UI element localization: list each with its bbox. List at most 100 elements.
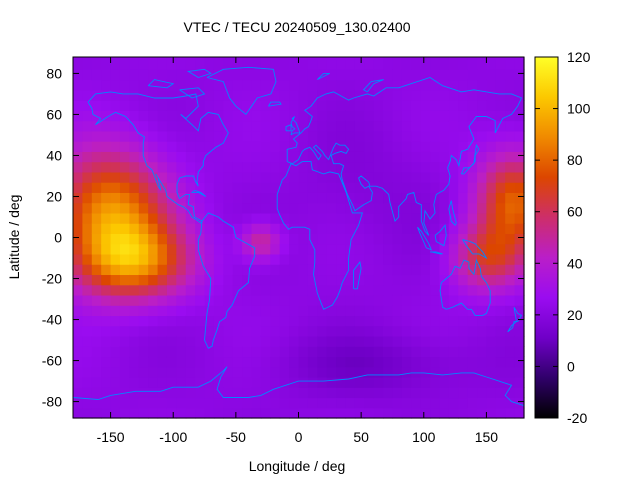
heatmap-cell	[336, 192, 347, 204]
heatmap-cell	[176, 120, 187, 132]
heatmap-cell	[364, 407, 375, 419]
heatmap-cell	[242, 264, 253, 276]
heatmap-cell	[477, 69, 488, 81]
heatmap-cell	[213, 79, 224, 91]
heatmap-cell	[354, 397, 365, 409]
heatmap-cell	[119, 182, 130, 193]
heatmap-cell	[495, 79, 506, 91]
heatmap-cell	[477, 171, 488, 183]
heatmap-cell	[505, 407, 516, 419]
heatmap-cell	[486, 335, 497, 347]
heatmap-cell	[91, 274, 102, 286]
heatmap-cell	[336, 223, 347, 234]
heatmap-cell	[148, 284, 159, 296]
heatmap-cell	[270, 387, 281, 399]
heatmap-cell	[298, 57, 309, 60]
heatmap-cell	[82, 294, 93, 306]
heatmap-cell	[138, 407, 149, 419]
heatmap-cell	[110, 171, 121, 183]
heatmap-cell	[430, 356, 441, 368]
x-axis-label: Longitude / deg	[249, 458, 346, 474]
heatmap-cell	[279, 151, 290, 163]
heatmap-cell	[411, 89, 422, 101]
heatmap-cell	[166, 223, 177, 234]
heatmap-cells	[73, 57, 525, 419]
heatmap-cell	[298, 356, 309, 368]
heatmap-cell	[477, 202, 488, 214]
heatmap-cell	[401, 59, 412, 70]
colorbar-tick-label: 0	[567, 358, 575, 374]
heatmap-cell	[204, 89, 215, 101]
heatmap-cell	[326, 223, 337, 234]
heatmap-cell	[289, 110, 300, 122]
heatmap-cell	[157, 202, 168, 214]
heatmap-cell	[467, 325, 478, 337]
heatmap-cell	[110, 253, 121, 265]
heatmap-cell	[364, 397, 375, 409]
heatmap-cell	[91, 366, 102, 378]
heatmap-cell	[138, 274, 149, 286]
heatmap-cell	[204, 325, 215, 337]
heatmap-cell	[430, 171, 441, 183]
heatmap-cell	[373, 284, 384, 296]
heatmap-cell	[364, 294, 375, 306]
heatmap-cell	[119, 356, 130, 368]
heatmap-cell	[101, 387, 112, 399]
heatmap-cell	[251, 212, 262, 224]
heatmap-cell	[157, 59, 168, 70]
heatmap-cell	[138, 161, 149, 173]
heatmap-cell	[176, 243, 187, 255]
heatmap-cell	[477, 233, 488, 245]
heatmap-cell	[298, 397, 309, 409]
chart-title: VTEC / TECU 20240509_130.02400	[183, 19, 410, 35]
heatmap-cell	[176, 202, 187, 214]
heatmap-cell	[279, 366, 290, 378]
heatmap-cell	[383, 294, 394, 306]
heatmap-cell	[326, 274, 337, 286]
heatmap-cell	[505, 305, 516, 317]
heatmap-cell	[195, 130, 206, 142]
heatmap-cell	[317, 212, 328, 224]
heatmap-cell	[477, 130, 488, 142]
heatmap-cell	[270, 407, 281, 419]
heatmap-cell	[430, 182, 441, 193]
heatmap-cell	[298, 100, 309, 111]
heatmap-cell	[232, 305, 243, 317]
heatmap-cell	[213, 130, 224, 142]
heatmap-cell	[101, 130, 112, 142]
heatmap-cell	[317, 151, 328, 163]
heatmap-cell	[505, 253, 516, 265]
heatmap-cell	[298, 294, 309, 306]
heatmap-cell	[223, 130, 234, 142]
heatmap-cell	[467, 315, 478, 327]
heatmap-cell	[477, 243, 488, 255]
heatmap-cell	[82, 89, 93, 101]
heatmap-cell	[307, 346, 318, 358]
heatmap-cell	[138, 315, 149, 327]
heatmap-cell	[401, 100, 412, 111]
heatmap-cell	[392, 161, 403, 173]
heatmap-cell	[185, 366, 196, 378]
heatmap-cell	[307, 120, 318, 132]
heatmap-cell	[458, 346, 469, 358]
heatmap-cell	[430, 141, 441, 152]
heatmap-cell	[392, 325, 403, 337]
heatmap-cell	[486, 59, 497, 70]
heatmap-cell	[176, 79, 187, 91]
heatmap-cell	[223, 57, 234, 60]
heatmap-cell	[336, 284, 347, 296]
heatmap-cell	[251, 59, 262, 70]
heatmap-cell	[307, 274, 318, 286]
heatmap-cell	[82, 233, 93, 245]
heatmap-cell	[157, 274, 168, 286]
heatmap-cell	[354, 387, 365, 399]
heatmap-cell	[420, 212, 431, 224]
heatmap-cell	[467, 120, 478, 132]
heatmap-cell	[345, 253, 356, 265]
heatmap-cell	[260, 141, 271, 152]
heatmap-cell	[251, 89, 262, 101]
heatmap-cell	[251, 100, 262, 111]
heatmap-cell	[336, 407, 347, 419]
heatmap-cell	[148, 130, 159, 142]
